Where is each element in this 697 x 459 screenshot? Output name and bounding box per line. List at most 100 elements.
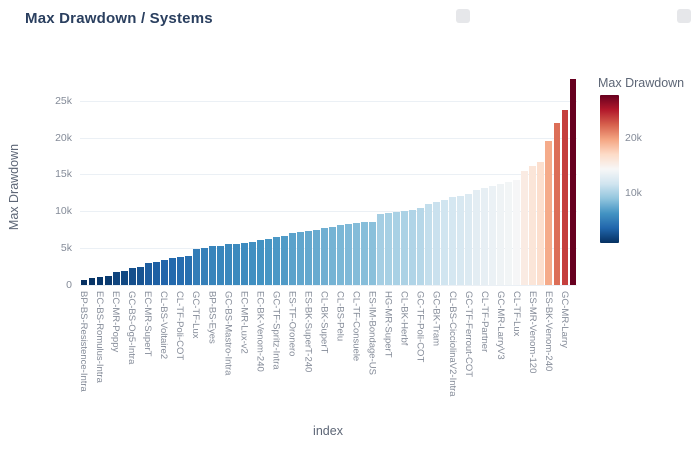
bar[interactable] [393,212,401,285]
bar[interactable] [385,212,393,285]
bar[interactable] [329,226,336,285]
bar[interactable] [313,230,320,285]
y-tick-label: 5k [60,242,72,255]
bar[interactable] [136,266,144,285]
y-tick-label: 0 [66,279,72,291]
bar[interactable] [489,185,497,285]
x-tick-label: GC-TF-Ferrout-COT [462,291,474,378]
bar[interactable] [553,122,561,285]
bar[interactable] [240,243,248,285]
bar[interactable] [256,240,264,285]
bar[interactable] [80,279,88,285]
y-tick-label: 10k [55,205,72,218]
bar[interactable] [377,213,385,285]
bar[interactable] [465,193,473,285]
bar[interactable] [272,237,280,285]
bar[interactable] [481,187,489,285]
bar[interactable] [216,245,224,285]
x-tick-label: GC-BK-Tram [430,291,442,347]
bar[interactable] [353,223,360,285]
bar[interactable] [112,272,120,285]
bar[interactable] [409,209,417,285]
bar[interactable] [184,255,192,285]
bar[interactable] [449,197,457,285]
menu-button-icon[interactable] [677,9,691,23]
bar[interactable] [473,189,481,285]
bar[interactable] [569,78,577,285]
bar[interactable] [296,231,304,285]
bar[interactable] [417,208,425,285]
x-tick-label: CL-TF-Partner [478,291,490,353]
bar[interactable] [192,249,200,285]
bar[interactable] [208,246,216,285]
bar[interactable] [305,231,312,285]
colorbar-title: Max Drawdown [598,76,685,90]
bar[interactable] [160,259,168,285]
bar[interactable] [321,228,328,285]
bar[interactable] [88,278,96,285]
x-tick-label: ES-BK-SuperT-240 [302,291,314,373]
bar[interactable] [152,261,160,285]
x-tick-label: EC-MR-SuperT [142,291,154,357]
bar[interactable] [369,221,377,285]
bar[interactable] [232,243,240,285]
bar[interactable] [96,277,104,285]
x-tick-label: CL-BS-CicciolinaV2-Intra [446,291,458,397]
y-tick-label: 15k [55,168,72,181]
gridline [80,285,577,286]
x-tick-label: CL-BS-Voltaire2 [158,291,170,360]
bar[interactable] [248,241,256,285]
x-tick-label: GC-MR-LarryV3 [494,291,506,360]
bar[interactable] [529,166,537,285]
x-tick-label: CL-TF-Poli-COT [174,291,186,361]
y-tick-label: 20k [55,131,72,144]
bar[interactable] [280,236,288,285]
x-tick-label: CL-BK-Herbf [398,291,410,346]
x-tick-label: GC-TF-Poli-COT [414,291,426,363]
bar[interactable] [224,244,232,285]
x-tick-label: CL-BS-Pelu [334,291,346,342]
x-tick-label: GC-MR-Larry [558,291,570,348]
bar[interactable] [441,199,449,285]
bar[interactable] [128,268,136,285]
bar[interactable] [521,170,529,285]
x-tick-label: BP-BS-Eyes [206,291,218,344]
bar[interactable] [401,211,409,285]
bar[interactable] [457,195,465,285]
bar[interactable] [104,275,112,285]
x-tick-label: BP-BS-Resistence-Intra [78,291,90,392]
bar[interactable] [433,201,441,285]
bar[interactable] [505,181,513,285]
gridline [80,211,577,213]
colorbar-tick-label: 10k [625,186,642,199]
gridline [80,248,577,250]
toolbar-button-icon[interactable] [456,9,470,23]
bar[interactable] [200,248,208,285]
x-tick-label: ES-BK-Venom-240 [542,291,554,372]
bar[interactable] [513,180,521,285]
x-tick-label: ES-IM-Bondage-US [366,291,378,375]
bar[interactable] [288,233,296,285]
bar[interactable] [361,222,369,285]
bar[interactable] [497,183,505,285]
x-tick-label: GC-BS-Mastro-Intra [222,291,234,376]
bar[interactable] [537,161,545,285]
x-tick-label: EC-MR-Poppy [110,291,122,353]
y-tick-label: 25k [55,94,72,107]
bar[interactable] [545,141,553,285]
chart-title: Max Drawdown / Systems [25,10,213,27]
bar[interactable] [425,203,433,285]
bar[interactable] [345,224,352,285]
y-axis-title: Max Drawdown [7,143,21,231]
x-tick-label: EC-BK-Venom-240 [254,291,266,372]
bar[interactable] [264,238,272,285]
x-tick-label: EC-BS-Romulus-Intra [94,291,106,383]
x-axis-title: index [313,424,343,438]
bar[interactable] [120,270,128,285]
bar[interactable] [337,225,344,285]
bar[interactable] [561,109,569,285]
gridline [80,137,577,139]
bar[interactable] [168,258,176,285]
bar[interactable] [144,262,152,285]
bar[interactable] [176,257,184,285]
